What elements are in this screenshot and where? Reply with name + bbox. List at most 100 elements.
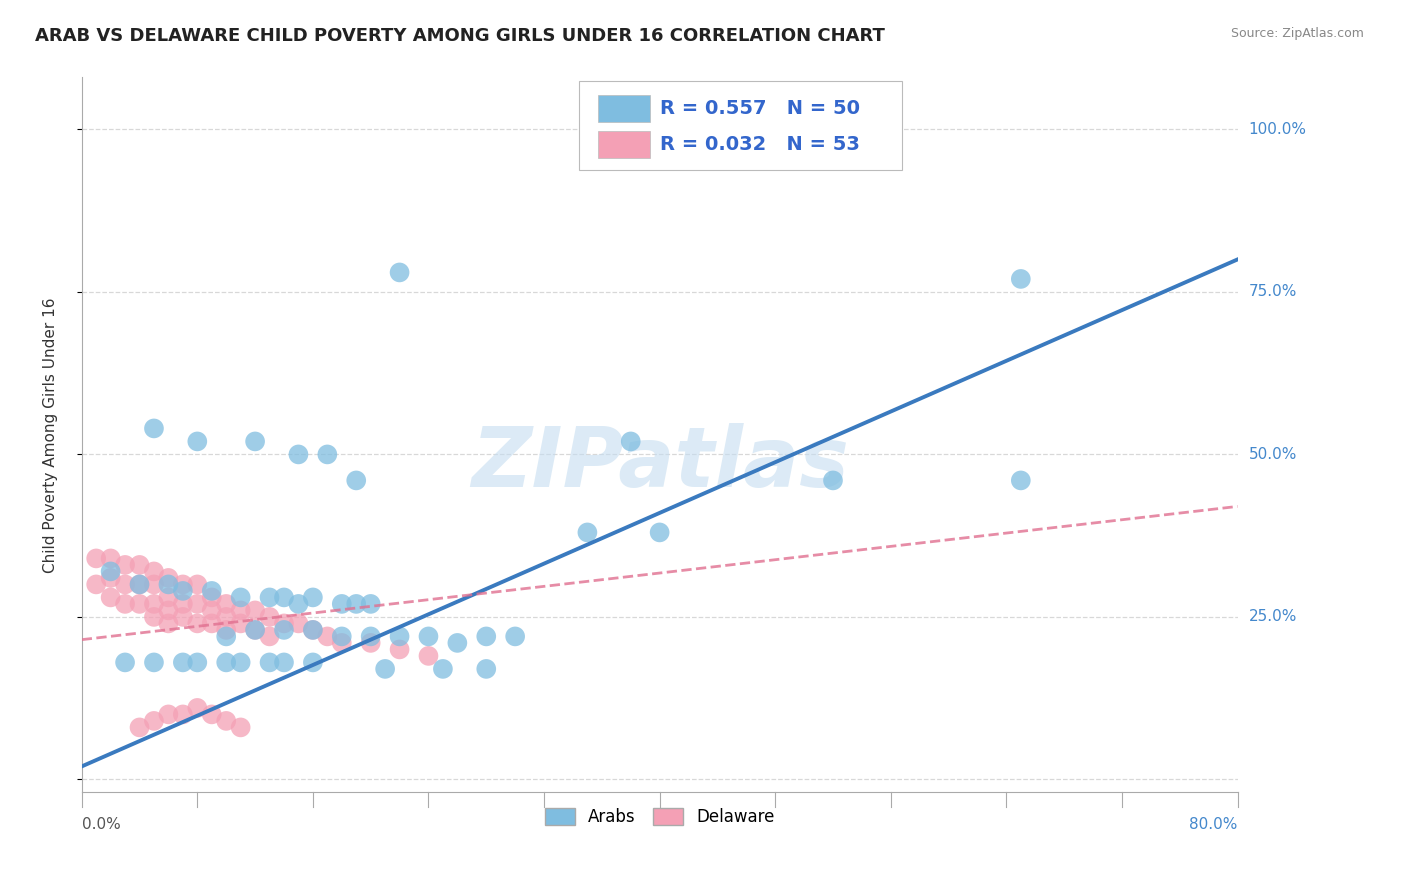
Point	[316, 447, 339, 461]
Text: ARAB VS DELAWARE CHILD POVERTY AMONG GIRLS UNDER 16 CORRELATION CHART: ARAB VS DELAWARE CHILD POVERTY AMONG GIR…	[35, 27, 884, 45]
Point	[215, 714, 238, 728]
Point	[360, 629, 382, 643]
Point	[186, 577, 208, 591]
Point	[128, 597, 150, 611]
Point	[287, 447, 309, 461]
Text: R = 0.032   N = 53: R = 0.032 N = 53	[659, 136, 859, 154]
Point	[172, 610, 194, 624]
Bar	[599, 131, 651, 158]
Point	[143, 421, 166, 435]
Point	[388, 642, 411, 657]
Point	[259, 656, 281, 670]
Point	[273, 656, 295, 670]
Point	[576, 525, 599, 540]
Point	[143, 610, 166, 624]
Point	[1010, 272, 1032, 286]
Point	[388, 265, 411, 279]
Point	[229, 616, 252, 631]
Point	[157, 577, 180, 591]
Point	[157, 571, 180, 585]
Text: 25.0%: 25.0%	[1249, 609, 1296, 624]
Point	[330, 597, 353, 611]
Text: R = 0.557   N = 50: R = 0.557 N = 50	[659, 99, 859, 119]
Point	[229, 603, 252, 617]
Point	[186, 616, 208, 631]
Point	[620, 434, 643, 449]
Point	[678, 142, 700, 156]
Point	[100, 591, 122, 605]
Point	[186, 434, 208, 449]
Point	[186, 656, 208, 670]
Point	[128, 558, 150, 572]
Point	[388, 629, 411, 643]
Point	[128, 577, 150, 591]
Point	[100, 565, 122, 579]
Point	[475, 662, 498, 676]
Point	[374, 662, 396, 676]
Point	[84, 577, 107, 591]
Point	[157, 616, 180, 631]
Point	[418, 648, 440, 663]
Point	[172, 656, 194, 670]
Point	[186, 701, 208, 715]
Point	[215, 610, 238, 624]
Point	[172, 577, 194, 591]
Point	[475, 629, 498, 643]
Point	[114, 558, 136, 572]
Point	[114, 597, 136, 611]
Point	[360, 597, 382, 611]
Point	[259, 610, 281, 624]
Point	[316, 629, 339, 643]
Point	[143, 565, 166, 579]
Point	[201, 603, 224, 617]
Legend: Arabs, Delaware: Arabs, Delaware	[537, 799, 783, 834]
Point	[128, 577, 150, 591]
Point	[157, 603, 180, 617]
Point	[360, 636, 382, 650]
Point	[201, 616, 224, 631]
Text: 50.0%: 50.0%	[1249, 447, 1296, 462]
Point	[172, 597, 194, 611]
Point	[287, 597, 309, 611]
Point	[114, 656, 136, 670]
Point	[821, 474, 844, 488]
Text: 0.0%: 0.0%	[82, 817, 121, 832]
Point	[503, 629, 526, 643]
Point	[215, 656, 238, 670]
Point	[143, 577, 166, 591]
Point	[215, 629, 238, 643]
Point	[344, 597, 367, 611]
Point	[201, 707, 224, 722]
Point	[157, 707, 180, 722]
Point	[344, 474, 367, 488]
Point	[114, 577, 136, 591]
Point	[273, 623, 295, 637]
Point	[1010, 474, 1032, 488]
Point	[172, 583, 194, 598]
Point	[229, 720, 252, 734]
Y-axis label: Child Poverty Among Girls Under 16: Child Poverty Among Girls Under 16	[44, 297, 58, 573]
Point	[215, 597, 238, 611]
Point	[243, 603, 266, 617]
Point	[302, 591, 325, 605]
Point	[143, 597, 166, 611]
Point	[100, 571, 122, 585]
Point	[648, 525, 671, 540]
Point	[157, 591, 180, 605]
Point	[229, 591, 252, 605]
Bar	[599, 95, 651, 122]
Point	[273, 616, 295, 631]
FancyBboxPatch shape	[579, 81, 903, 170]
Point	[215, 623, 238, 637]
Point	[418, 629, 440, 643]
Point	[273, 591, 295, 605]
Point	[201, 591, 224, 605]
Point	[172, 707, 194, 722]
Text: 75.0%: 75.0%	[1249, 285, 1296, 300]
Point	[143, 656, 166, 670]
Point	[243, 623, 266, 637]
Text: ZIPatlas: ZIPatlas	[471, 423, 849, 504]
Point	[330, 629, 353, 643]
Point	[287, 616, 309, 631]
Point	[186, 597, 208, 611]
